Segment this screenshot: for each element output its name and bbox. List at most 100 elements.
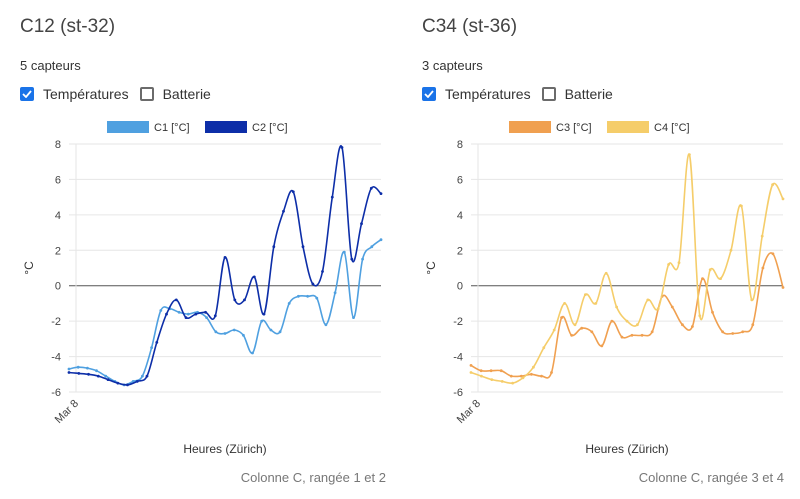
- battery-checkbox[interactable]: [541, 87, 556, 101]
- data-point: [610, 319, 614, 323]
- series-filter: Températures Batterie: [422, 86, 624, 102]
- temperatures-checkbox[interactable]: [422, 87, 436, 101]
- location-footnote: Colonne C, rangée 1 et 2: [240, 470, 386, 485]
- data-point: [656, 307, 660, 311]
- battery-checkbox-label[interactable]: Batterie: [564, 86, 613, 102]
- chart-legend: C1 [°C] C2 [°C]: [107, 121, 288, 134]
- data-point: [205, 316, 209, 319]
- data-point: [600, 344, 604, 348]
- data-point: [287, 302, 291, 305]
- legend-label: C3 [°C]: [556, 122, 592, 134]
- data-point: [135, 380, 139, 383]
- data-point: [521, 376, 525, 380]
- data-point: [360, 222, 363, 226]
- legend-swatch: [205, 121, 247, 133]
- data-point: [509, 374, 513, 378]
- data-point: [771, 252, 775, 256]
- data-point: [369, 186, 373, 190]
- data-point: [760, 234, 764, 238]
- legend-swatch: [509, 121, 551, 133]
- data-point: [584, 293, 587, 296]
- data-point: [750, 298, 754, 302]
- x-tick-label: Mar 8: [53, 398, 81, 426]
- data-point: [361, 257, 364, 261]
- location-footnote: Colonne C, rangée 3 et 4: [638, 470, 784, 485]
- data-point: [691, 325, 694, 328]
- panel-title: C34 (st-36): [422, 16, 518, 37]
- temperature-chart[interactable]: C1 [°C] C2 [°C] -6 -4 -2 0 2 4 6 8 °C Mar 8 Heures (…: [0, 112, 398, 462]
- data-point: [761, 266, 765, 270]
- y-tick-label: -6: [453, 387, 463, 399]
- data-point: [681, 323, 684, 327]
- data-point: [550, 371, 553, 374]
- data-point: [159, 309, 163, 312]
- y-axis-label: °C: [424, 261, 438, 275]
- station-panel-c34: C34 (st-36) 3 capteurs Températures Batt…: [402, 0, 800, 499]
- series-line: [470, 153, 784, 385]
- data-point: [590, 330, 594, 334]
- y-axis-label: °C: [22, 261, 36, 275]
- data-point: [688, 153, 691, 156]
- x-tick-label: Mar 8: [455, 398, 483, 426]
- data-point: [352, 316, 355, 319]
- data-point: [243, 298, 246, 302]
- data-point: [251, 351, 254, 355]
- data-point: [184, 316, 188, 319]
- series-filter: Températures Batterie: [20, 86, 222, 102]
- data-point: [781, 197, 785, 201]
- data-point: [740, 204, 743, 208]
- y-tick-label: 6: [457, 174, 463, 186]
- data-point: [370, 245, 374, 249]
- chart-legend: C3 [°C] C4 [°C]: [509, 121, 690, 134]
- temperatures-checkbox[interactable]: [20, 87, 34, 101]
- data-point: [701, 277, 704, 280]
- legend-swatch: [107, 121, 149, 133]
- data-point: [126, 383, 129, 387]
- battery-checkbox-label[interactable]: Batterie: [162, 86, 211, 102]
- data-point: [640, 333, 644, 337]
- data-point: [269, 328, 273, 332]
- temperatures-checkbox-label[interactable]: Températures: [445, 86, 531, 102]
- data-point: [96, 374, 100, 378]
- data-point: [741, 330, 745, 334]
- data-point: [771, 183, 774, 187]
- data-point: [708, 268, 712, 272]
- data-point: [563, 302, 566, 305]
- data-point: [87, 372, 90, 376]
- temperatures-checkbox-label[interactable]: Températures: [43, 86, 129, 102]
- data-point: [155, 341, 159, 344]
- data-point: [297, 294, 300, 298]
- data-point: [480, 374, 483, 378]
- data-point: [721, 330, 724, 334]
- temperature-chart[interactable]: C3 [°C] C4 [°C] -6 -4 -2 0 2 4 6 8 °C Mar 8 Heures (…: [402, 112, 800, 462]
- data-point: [532, 365, 535, 369]
- data-point: [116, 381, 120, 385]
- data-point: [260, 319, 264, 323]
- series-line: [68, 145, 382, 386]
- data-point: [272, 245, 276, 249]
- data-point: [233, 298, 237, 302]
- y-tick-label: 2: [457, 245, 463, 257]
- data-point: [177, 310, 181, 314]
- data-point: [646, 298, 650, 302]
- data-point: [677, 261, 681, 265]
- y-tick-label: -2: [453, 316, 463, 328]
- data-point: [469, 371, 473, 374]
- data-point: [499, 369, 503, 373]
- data-point: [223, 332, 227, 335]
- data-point: [560, 316, 563, 319]
- data-point: [223, 256, 227, 259]
- data-point: [490, 378, 494, 381]
- data-point: [278, 330, 282, 334]
- data-point: [311, 282, 315, 286]
- data-point: [86, 366, 89, 370]
- data-point: [104, 374, 108, 378]
- data-point: [667, 263, 670, 266]
- series-line: [470, 252, 784, 379]
- battery-checkbox[interactable]: [139, 87, 154, 101]
- data-point: [282, 209, 285, 213]
- data-point: [469, 364, 473, 367]
- data-point: [573, 323, 577, 327]
- data-point: [174, 298, 178, 302]
- data-point: [781, 286, 785, 289]
